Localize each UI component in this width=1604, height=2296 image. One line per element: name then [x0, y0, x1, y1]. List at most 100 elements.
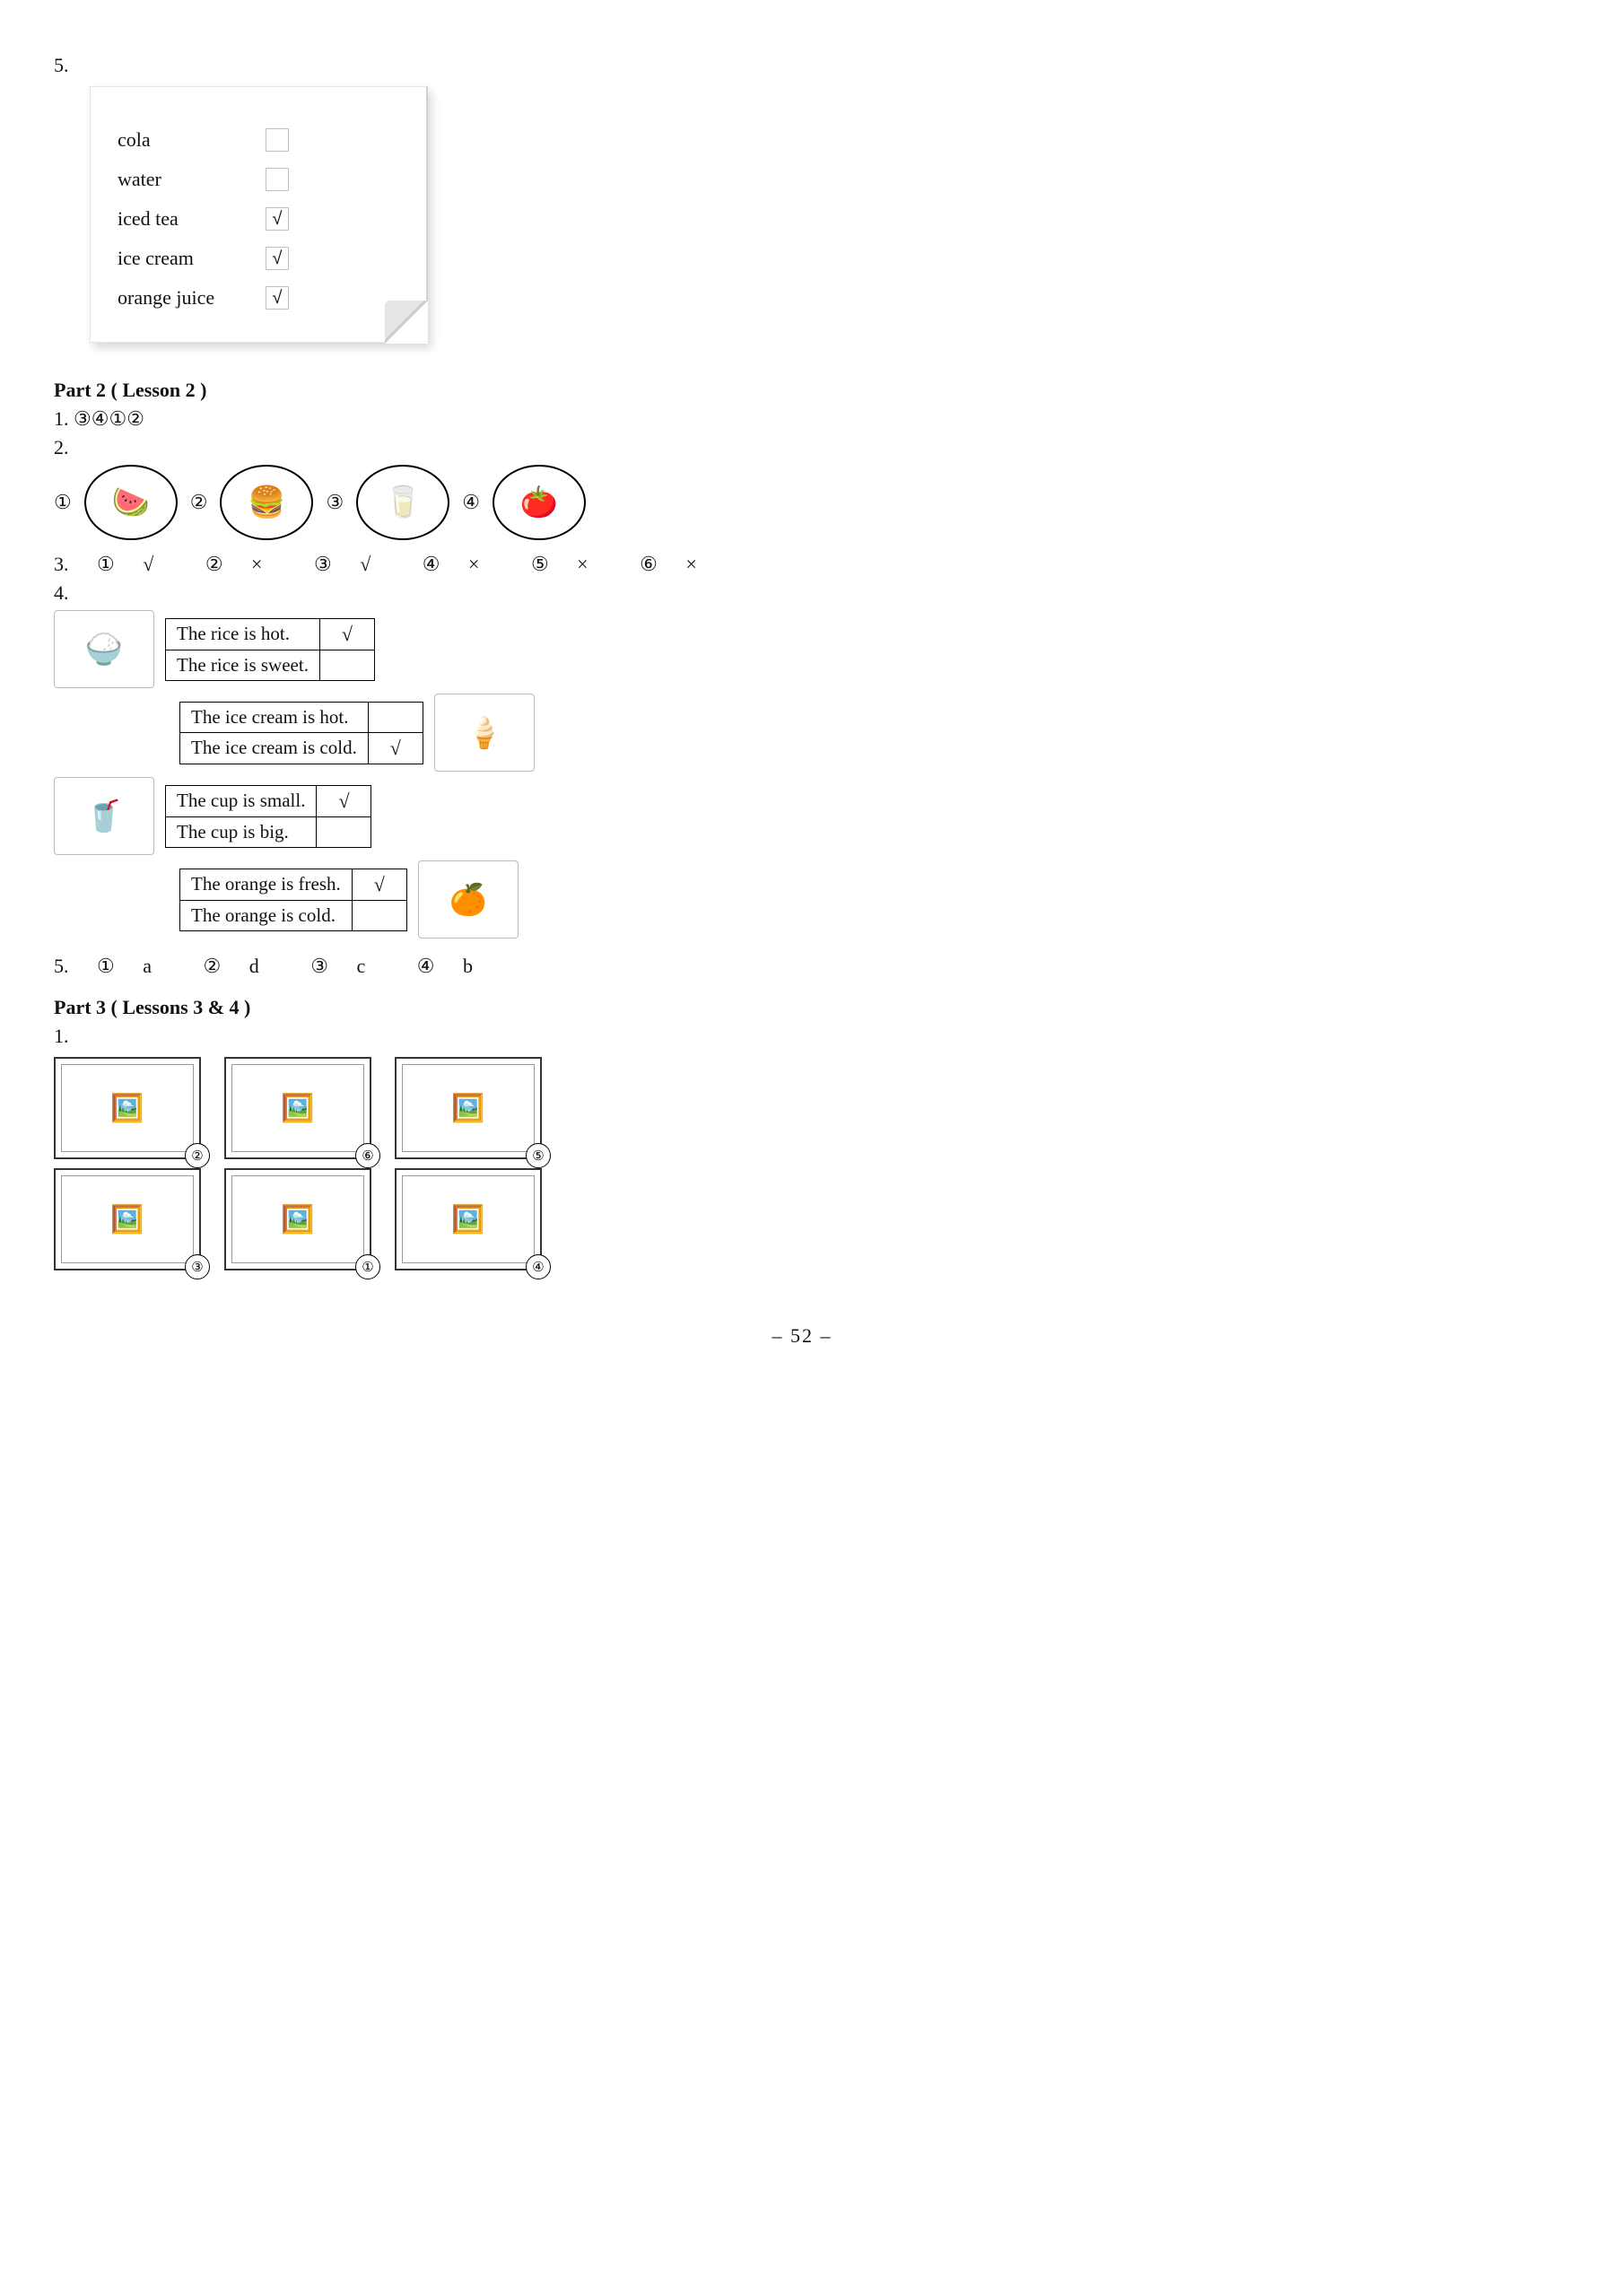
- picture-frame: 🖼️⑤: [395, 1057, 542, 1159]
- circ-num: ③: [310, 955, 328, 977]
- item-label: water: [118, 168, 266, 191]
- checkbox-checked[interactable]: √: [266, 247, 289, 270]
- mark: √: [368, 732, 423, 764]
- q5-card: cola water iced tea √ ice cream √ orange…: [90, 86, 428, 343]
- p2-q4: 🍚 The rice is hot. √ The rice is sweet. …: [54, 610, 754, 938]
- circ-num: ⑤: [531, 553, 549, 575]
- stmt: The ice cream is hot.: [180, 702, 369, 732]
- frame-tag: ③: [185, 1254, 210, 1279]
- frame-tag: ④: [526, 1254, 551, 1279]
- circ-num: ④: [423, 553, 440, 575]
- q4-table: The orange is fresh. √ The orange is col…: [179, 869, 407, 931]
- p2-q4-number: 4.: [54, 581, 1550, 605]
- circ-num: ④: [417, 955, 435, 977]
- sketch-orange-icon: 🍊: [418, 860, 519, 938]
- mark: ×: [468, 553, 479, 575]
- sketch-ice-cream-icon: 🍦: [434, 694, 535, 772]
- circ-num: ②: [204, 955, 222, 977]
- frame-tag: ⑥: [355, 1143, 380, 1168]
- q-number: 3.: [54, 553, 69, 575]
- stmt: The rice is sweet.: [166, 650, 320, 680]
- mark: ×: [577, 553, 588, 575]
- part2-heading: Part 2 ( Lesson 2 ): [54, 379, 1550, 402]
- circ-num: ②: [190, 491, 208, 514]
- ans: d: [249, 955, 259, 977]
- frame-tag: ②: [185, 1143, 210, 1168]
- q-number: 5.: [54, 955, 69, 977]
- item-label: orange juice: [118, 286, 266, 310]
- p2-q2-row: ① 🍉 ② 🍔 ③ 🥛 ④ 🍅: [54, 465, 1550, 540]
- p2-q2-number: 2.: [54, 436, 1550, 459]
- p2-q5: 5. ① a ② d ③ c ④ b: [54, 955, 1550, 978]
- sketch-cup-icon: 🥤: [54, 777, 154, 855]
- frame-tag: ⑤: [526, 1143, 551, 1168]
- sketch-eating-rice-icon: 🍚: [54, 610, 154, 688]
- mark: [368, 702, 423, 732]
- ans: b: [463, 955, 473, 977]
- p2-q1: 1. ③④①②: [54, 407, 1550, 431]
- order-item: ④: [92, 407, 109, 430]
- stmt: The cup is big.: [166, 816, 317, 847]
- circ-num: ④: [462, 491, 480, 514]
- q5-number: 5.: [54, 54, 1550, 77]
- picture-frame: 🖼️③: [54, 1168, 201, 1270]
- circ-num: ③: [326, 491, 344, 514]
- card-row: water: [118, 168, 405, 191]
- checkbox-checked[interactable]: √: [266, 207, 289, 231]
- item-label: iced tea: [118, 207, 266, 231]
- stmt: The rice is hot.: [166, 618, 320, 650]
- picture-frame: 🖼️②: [54, 1057, 201, 1159]
- part3-heading: Part 3 ( Lessons 3 & 4 ): [54, 996, 1550, 1019]
- q4-group: The ice cream is hot. The ice cream is c…: [179, 694, 754, 772]
- ans: c: [356, 955, 365, 977]
- page-number: – 52 –: [54, 1324, 1550, 1348]
- q4-table: The ice cream is hot. The ice cream is c…: [179, 702, 423, 764]
- ans: a: [143, 955, 152, 977]
- q-number: 1.: [54, 407, 69, 430]
- circ-num: ③: [314, 553, 332, 575]
- circ-num: ①: [97, 553, 115, 575]
- stmt: The orange is fresh.: [180, 869, 353, 900]
- card-row: cola: [118, 128, 405, 152]
- checkbox[interactable]: [266, 128, 289, 152]
- frames-row2: 🖼️③ 🖼️① 🖼️④: [54, 1168, 1550, 1270]
- circ-num: ①: [54, 491, 72, 514]
- q4-table: The rice is hot. √ The rice is sweet.: [165, 618, 375, 681]
- stmt: The ice cream is cold.: [180, 732, 369, 764]
- picture-frame: 🖼️①: [224, 1168, 371, 1270]
- order-item: ①: [109, 407, 126, 430]
- picture-frame: 🖼️④: [395, 1168, 542, 1270]
- mark: √: [319, 618, 374, 650]
- q4-group: 🥤 The cup is small. √ The cup is big.: [54, 777, 754, 855]
- checkbox[interactable]: [266, 168, 289, 191]
- mark: [317, 816, 371, 847]
- stmt: The cup is small.: [166, 785, 317, 816]
- mark: √: [143, 553, 153, 575]
- tomato-icon: 🍅: [493, 465, 586, 540]
- card-row: orange juice √: [118, 286, 405, 310]
- mark: √: [360, 553, 370, 575]
- mark: [319, 650, 374, 680]
- stmt: The orange is cold.: [180, 900, 353, 930]
- mark: ×: [685, 553, 696, 575]
- order-item: ②: [126, 407, 144, 430]
- mark: ×: [251, 553, 262, 575]
- card-row: iced tea √: [118, 207, 405, 231]
- p3-q1-number: 1.: [54, 1025, 1550, 1048]
- circ-num: ②: [205, 553, 223, 575]
- item-label: ice cream: [118, 247, 266, 270]
- mark: √: [317, 785, 371, 816]
- q4-group: The orange is fresh. √ The orange is col…: [179, 860, 754, 938]
- circ-num: ⑥: [640, 553, 658, 575]
- checkbox-checked[interactable]: √: [266, 286, 289, 310]
- item-label: cola: [118, 128, 266, 152]
- frame-tag: ①: [355, 1254, 380, 1279]
- q4-table: The cup is small. √ The cup is big.: [165, 785, 371, 848]
- milk-icon: 🥛: [356, 465, 449, 540]
- mark: [352, 900, 406, 930]
- picture-frame: 🖼️⑥: [224, 1057, 371, 1159]
- order-item: ③: [74, 407, 92, 430]
- watermelon-icon: 🍉: [84, 465, 178, 540]
- p2-q3: 3. ① √ ② × ③ √ ④ × ⑤ × ⑥ ×: [54, 553, 1550, 576]
- card-row: ice cream √: [118, 247, 405, 270]
